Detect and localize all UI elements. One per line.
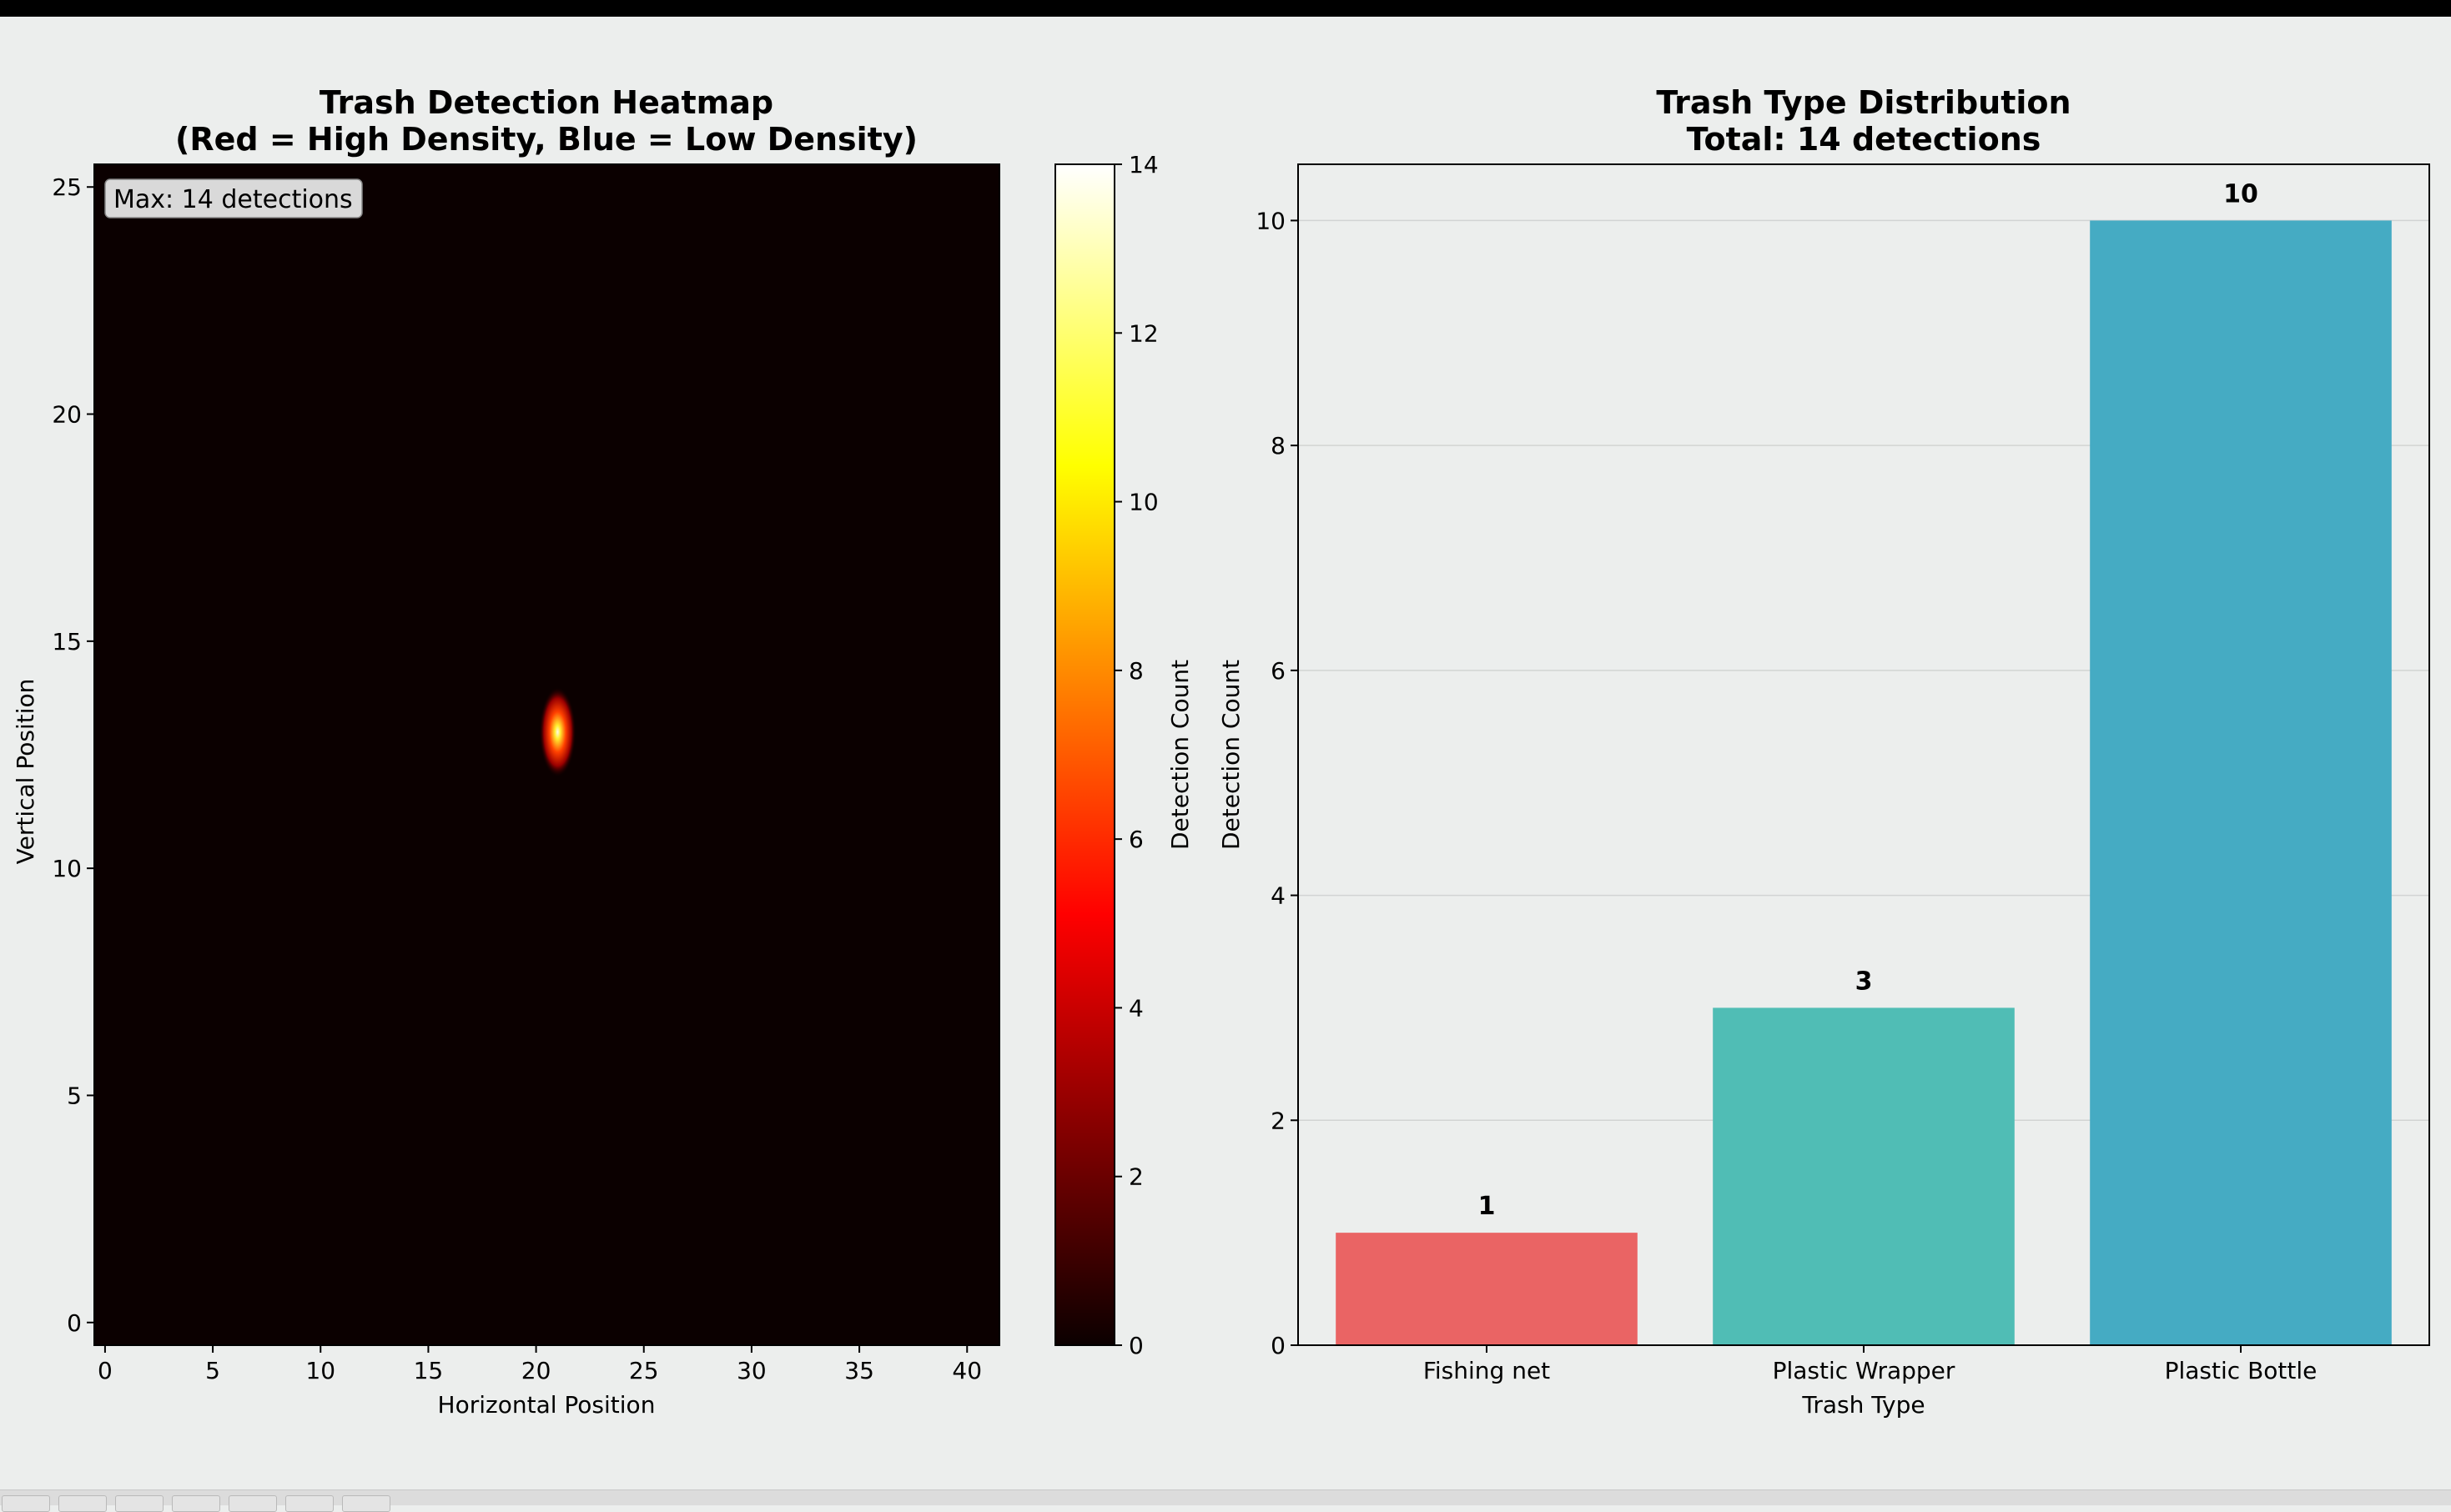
- bar-y-tick-label: 4: [1271, 882, 1286, 910]
- figure-canvas: Trash Detection Heatmap (Red = High Dens…: [12, 84, 2430, 1419]
- heatmap-y-tick-label: 10: [52, 855, 82, 882]
- back-icon[interactable]: [58, 1495, 107, 1512]
- colorbar-tick-label: 8: [1129, 657, 1144, 685]
- colorbar-tick-label: 12: [1129, 319, 1159, 347]
- bar-y-tick-label: 6: [1271, 657, 1286, 685]
- bar-y-tick-label: 10: [1256, 207, 1286, 234]
- bar-value-label: 10: [2223, 179, 2258, 208]
- colorbar-tick-label: 14: [1129, 151, 1159, 178]
- colorbar-tick-label: 6: [1129, 826, 1144, 853]
- bar-panel: Trash Type Distribution Total: 14 detect…: [1217, 84, 2430, 1419]
- heatmap-xlabel: Horizontal Position: [438, 1391, 656, 1419]
- heatmap-x-tick-label: 25: [629, 1357, 659, 1384]
- bar-y-tick-label: 8: [1271, 432, 1286, 460]
- colorbar-tick-label: 4: [1129, 994, 1144, 1022]
- colorbar-tick-label: 10: [1129, 489, 1159, 516]
- heatmap-title-line2: (Red = High Density, Blue = Low Density): [175, 121, 918, 158]
- max-annotation-box: Max: 14 detections: [104, 178, 363, 219]
- configure-icon[interactable]: [285, 1495, 334, 1512]
- heatmap-x-ticks: 0 5 10 15 20 25 30 35 40: [98, 1345, 982, 1384]
- colorbar-tick-label: 2: [1129, 1163, 1144, 1191]
- bar-value-label: 3: [1855, 967, 1873, 996]
- heatmap-x-tick-label: 0: [98, 1357, 113, 1384]
- bar-x-tick-label: Fishing net: [1423, 1357, 1550, 1384]
- colorbar-ticks: 0 2 4 6 8 10 12 14: [1115, 151, 1159, 1359]
- bar-x-ticks: Fishing net Plastic Wrapper Plastic Bottle: [1423, 1345, 2318, 1384]
- bar-x-tick-label: Plastic Wrapper: [1773, 1357, 1955, 1384]
- heatmap-x-tick-label: 10: [305, 1357, 335, 1384]
- heatmap-hotspot: [539, 686, 576, 777]
- bar-title-line2: Total: 14 detections: [1687, 121, 2041, 158]
- heatmap-panel: Trash Detection Heatmap (Red = High Dens…: [12, 84, 1194, 1419]
- heatmap-y-tick-label: 0: [67, 1309, 82, 1337]
- heatmap-axes-frame: [93, 163, 1000, 1346]
- bar-y-tick-label: 0: [1271, 1332, 1286, 1359]
- heatmap-x-tick-label: 15: [414, 1357, 444, 1384]
- bar: [1336, 1233, 1638, 1345]
- heatmap-ylabel: Vertical Position: [12, 679, 39, 865]
- pan-icon[interactable]: [172, 1495, 220, 1512]
- heatmap-y-tick-label: 20: [52, 401, 82, 429]
- heatmap-y-tick-label: 25: [52, 173, 82, 201]
- bar: [1713, 1007, 2015, 1345]
- heatmap-y-tick-label: 15: [52, 628, 82, 656]
- figure-toolbar: [0, 1489, 2451, 1512]
- bar-y-tick-label: 2: [1271, 1107, 1286, 1134]
- heatmap-x-tick-label: 30: [737, 1357, 767, 1384]
- heatmap-x-tick-label: 40: [952, 1357, 982, 1384]
- window-title-bar: [0, 0, 2451, 17]
- colorbar-tick-label: 0: [1129, 1332, 1144, 1359]
- bar-title-line1: Trash Type Distribution: [1656, 84, 2071, 121]
- home-icon[interactable]: [2, 1495, 50, 1512]
- heatmap-y-tick-label: 5: [67, 1082, 82, 1109]
- save-icon[interactable]: [342, 1495, 390, 1512]
- forward-icon[interactable]: [115, 1495, 164, 1512]
- heatmap-y-ticks: 0 5 10 15 20 25: [52, 173, 94, 1337]
- heatmap-x-tick-label: 20: [521, 1357, 551, 1384]
- max-annotation: Max: 14 detections: [113, 185, 353, 214]
- heatmap-x-tick-label: 35: [844, 1357, 874, 1384]
- heatmap-title-line1: Trash Detection Heatmap: [320, 84, 773, 121]
- colorbar: [1054, 163, 1115, 1346]
- bar: [2090, 220, 2392, 1345]
- heatmap-x-tick-label: 5: [205, 1357, 220, 1384]
- bar-y-ticks: 0 2 4 6 8 10: [1256, 207, 1298, 1359]
- bar-xlabel: Trash Type: [1801, 1391, 1925, 1419]
- bar-value-label: 1: [1478, 1192, 1496, 1221]
- bar-x-tick-label: Plastic Bottle: [2165, 1357, 2318, 1384]
- bar-ylabel: Detection Count: [1217, 660, 1245, 850]
- colorbar-label: Detection Count: [1166, 660, 1194, 850]
- zoom-icon[interactable]: [229, 1495, 277, 1512]
- bars: 1 3 10: [1336, 179, 2392, 1345]
